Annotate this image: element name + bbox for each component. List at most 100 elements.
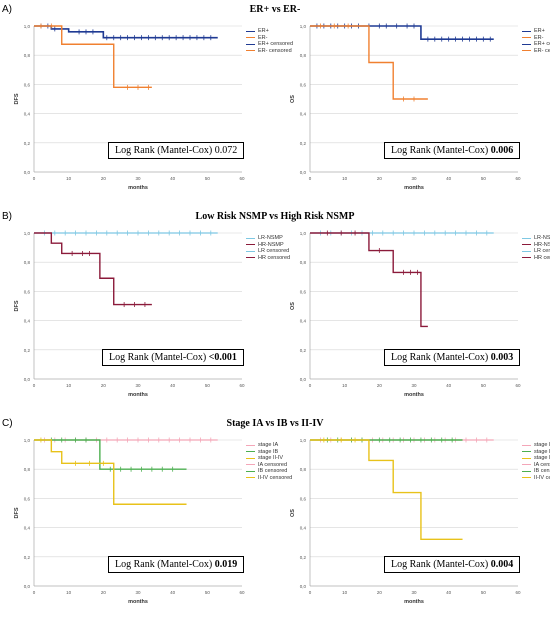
x-tick-label: 0 (309, 176, 312, 181)
legend-swatch (522, 250, 531, 252)
legend-swatch (246, 464, 255, 466)
legend-item: HR censored (246, 255, 290, 262)
panel-title: Stage IA vs IB vs II-IV (226, 418, 324, 429)
log-rank-p-value: 0.006 (490, 144, 514, 156)
legend-swatch (246, 50, 255, 52)
legend-item: ER- censored (522, 48, 550, 55)
legend-item: ER+ (522, 28, 550, 35)
legend-item: stage II-IV (522, 455, 550, 462)
legend-label: LR-NSMP (258, 235, 283, 241)
km-chart: 0,0 0,2 0,4 0,6 0,8 1,0 0 10 20 30 40 50 60 months OS (282, 229, 544, 409)
y-tick-label: 1,0 (24, 24, 31, 29)
x-tick-label: 60 (239, 176, 245, 181)
y-tick-label: 0,2 (24, 348, 31, 353)
x-tick-label: 20 (101, 590, 107, 595)
x-tick-label: 0 (33, 176, 36, 181)
legend-label: ER+ censored (534, 41, 550, 47)
panel-letter: A) (2, 4, 12, 15)
legend-label: LR-NSMP (534, 235, 550, 241)
x-axis-label: months (404, 599, 424, 605)
x-tick-label: 20 (101, 383, 107, 388)
legend-label: ER+ (534, 28, 545, 34)
legend-label: HR-NSMP (534, 241, 550, 248)
survival-curve (34, 439, 187, 470)
y-tick-label: 0,0 (300, 584, 307, 589)
legend-label: stage IB (258, 448, 279, 455)
km-chart-svg: 0,0 0,2 0,4 0,6 0,8 1,0 0 10 20 30 40 50 60 months OS (290, 437, 521, 605)
legend-swatch (522, 451, 531, 453)
legend-swatch (246, 30, 255, 32)
legend-item: ER+ censored (522, 41, 550, 48)
y-tick-label: 0,4 (300, 112, 307, 117)
y-tick-label: 1,0 (300, 438, 307, 443)
y-tick-label: 0,8 (300, 53, 307, 58)
legend-swatch (246, 237, 255, 239)
y-tick-label: 1,0 (300, 24, 307, 29)
x-tick-label: 10 (66, 176, 72, 181)
legend-item: HR-NSMP (522, 242, 550, 249)
legend-label: ER- (258, 34, 268, 41)
x-tick-label: 60 (515, 176, 521, 181)
legend-item: LR censored (522, 248, 550, 255)
y-tick-label: 0,2 (24, 141, 31, 146)
x-axis-label: months (404, 392, 424, 398)
km-chart: 0,0 0,2 0,4 0,6 0,8 1,0 0 10 20 30 40 50 60 months OS (282, 22, 544, 202)
y-tick-label: 0,2 (300, 348, 307, 353)
y-axis-label: DFS (14, 507, 20, 518)
x-tick-label: 50 (481, 383, 487, 388)
legend-item: LR-NSMP (522, 235, 550, 242)
legend-item: ER- (522, 35, 550, 42)
x-tick-label: 10 (66, 383, 72, 388)
legend-swatch (246, 244, 255, 246)
y-tick-label: 0,6 (300, 496, 307, 501)
log-rank-label: Log Rank (Mantel-Cox) (391, 351, 491, 363)
legend-label: IA censored (534, 461, 550, 468)
y-tick-label: 0,0 (24, 584, 31, 589)
legend-swatch (246, 37, 255, 39)
y-tick-label: 1,0 (300, 231, 307, 236)
legend-swatch (246, 257, 255, 259)
y-tick-label: 0,4 (24, 112, 31, 117)
log-rank-label: Log Rank (Mantel-Cox) (109, 351, 209, 363)
km-chart: 0,0 0,2 0,4 0,6 0,8 1,0 0 10 20 30 40 50 60 months DFS (6, 436, 268, 616)
legend-swatch (246, 444, 255, 446)
x-tick-label: 50 (481, 590, 487, 595)
legend-swatch (522, 244, 531, 246)
survival-curve (34, 25, 152, 89)
legend-swatch (522, 477, 531, 479)
x-tick-label: 20 (101, 176, 107, 181)
log-rank-box: Log Rank (Mantel-Cox) 0.072 (108, 141, 245, 159)
legend-label: stage II-IV (258, 455, 284, 461)
panel-letter: C) (2, 418, 13, 429)
y-tick-label: 0,6 (300, 289, 307, 294)
legend-item: ER- censored (246, 48, 293, 55)
x-tick-label: 10 (342, 176, 348, 181)
x-tick-label: 50 (205, 176, 211, 181)
log-rank-box: Log Rank (Mantel-Cox) 0.006 (384, 141, 521, 159)
x-tick-label: 50 (481, 176, 487, 181)
legend-label: ER- (534, 34, 544, 41)
x-tick-label: 10 (342, 590, 348, 595)
log-rank-p-value: 0.004 (490, 558, 514, 570)
x-axis-label: months (128, 392, 148, 398)
legend-swatch (522, 43, 531, 45)
x-tick-label: 30 (411, 176, 417, 181)
legend-swatch (522, 237, 531, 239)
x-tick-label: 20 (377, 176, 383, 181)
panel-title: ER+ vs ER- (249, 4, 301, 15)
y-tick-label: 0,4 (24, 526, 31, 531)
legend-label: stage IB (534, 448, 550, 455)
y-tick-label: 0,8 (24, 467, 31, 472)
legend-label: ER+ (258, 28, 269, 34)
x-tick-label: 40 (170, 176, 176, 181)
legend-swatch (246, 451, 255, 453)
legend-swatch (522, 30, 531, 32)
x-tick-label: 20 (377, 383, 383, 388)
survival-curve (310, 439, 463, 540)
y-axis-label: DFS (14, 93, 20, 104)
legend-swatch (522, 50, 531, 52)
km-chart-svg: 0,0 0,2 0,4 0,6 0,8 1,0 0 10 20 30 40 50 60 months OS (290, 23, 521, 191)
legend-item: ER- (246, 35, 293, 42)
